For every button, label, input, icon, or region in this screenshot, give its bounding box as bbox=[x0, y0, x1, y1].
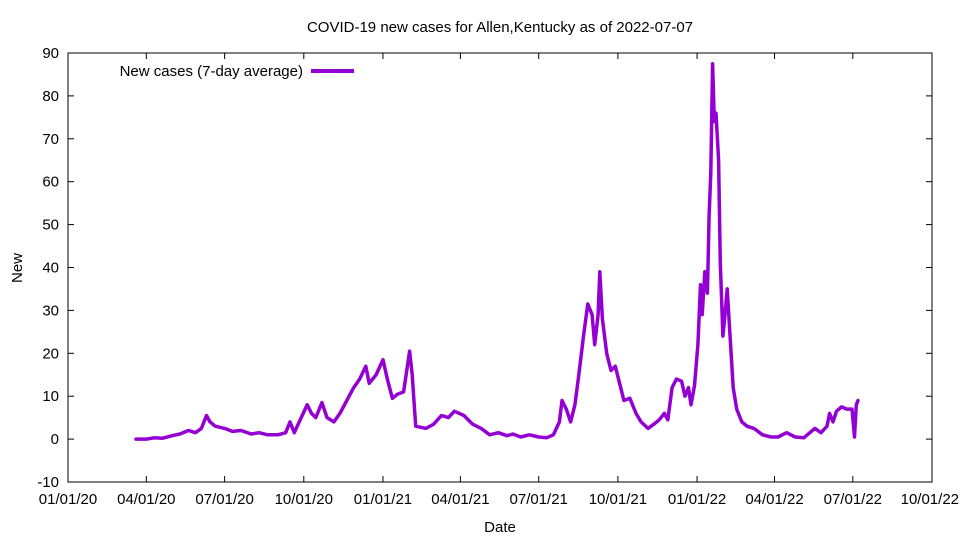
y-tick-label: 50 bbox=[42, 217, 59, 234]
x-tick-label: 01/01/22 bbox=[668, 491, 726, 508]
series-layer bbox=[134, 61, 860, 441]
legend-label: New cases (7-day average) bbox=[120, 63, 303, 80]
x-tick-label: 07/01/22 bbox=[824, 491, 882, 508]
x-axis-ticks: 01/01/20 04/01/20 07/01/20 10/01/20 01/01/21… bbox=[39, 53, 959, 508]
y-tick-label: 80 bbox=[42, 88, 59, 105]
x-tick-label: 01/01/20 bbox=[39, 491, 97, 508]
legend: New cases (7-day average) bbox=[120, 63, 354, 80]
y-tick-label: 10 bbox=[42, 388, 59, 405]
y-tick-label: 70 bbox=[42, 131, 59, 148]
plot-frame bbox=[67, 52, 933, 483]
y-tick-label: 90 bbox=[42, 45, 59, 62]
x-tick-label: 04/01/22 bbox=[745, 491, 803, 508]
y-tick-label: 20 bbox=[42, 345, 59, 362]
x-tick-label: 04/01/20 bbox=[117, 491, 175, 508]
x-tick-label: 01/01/21 bbox=[354, 491, 412, 508]
x-tick-label: 07/01/20 bbox=[195, 491, 253, 508]
y-tick-label: 60 bbox=[42, 174, 59, 191]
y-tick-label: 30 bbox=[42, 302, 59, 319]
y-tick-label: 40 bbox=[42, 260, 59, 277]
x-tick-label: 10/01/22 bbox=[901, 491, 959, 508]
chart-title: COVID-19 new cases for Allen,Kentucky as… bbox=[307, 19, 693, 36]
series-line-0 bbox=[134, 61, 860, 441]
y-tick-label: -10 bbox=[37, 474, 59, 491]
y-axis-ticks: -10 0 10 20 30 40 50 60 70 80 90 bbox=[37, 45, 932, 491]
y-tick-label: 0 bbox=[51, 431, 59, 448]
x-axis-label: Date bbox=[484, 519, 516, 536]
x-tick-label: 07/01/21 bbox=[510, 491, 568, 508]
x-tick-label: 10/01/21 bbox=[589, 491, 647, 508]
y-axis-label: New bbox=[9, 253, 26, 283]
x-tick-label: 04/01/21 bbox=[431, 491, 489, 508]
x-tick-label: 10/01/20 bbox=[275, 491, 333, 508]
